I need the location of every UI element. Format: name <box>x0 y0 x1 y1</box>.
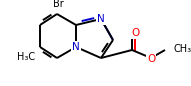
Text: Br: Br <box>53 0 63 9</box>
Text: H₃C: H₃C <box>17 52 35 62</box>
Text: N: N <box>72 42 80 52</box>
Text: O: O <box>147 54 155 64</box>
Text: N: N <box>97 14 105 24</box>
Text: O: O <box>131 28 139 38</box>
Text: CH₃: CH₃ <box>174 44 191 54</box>
